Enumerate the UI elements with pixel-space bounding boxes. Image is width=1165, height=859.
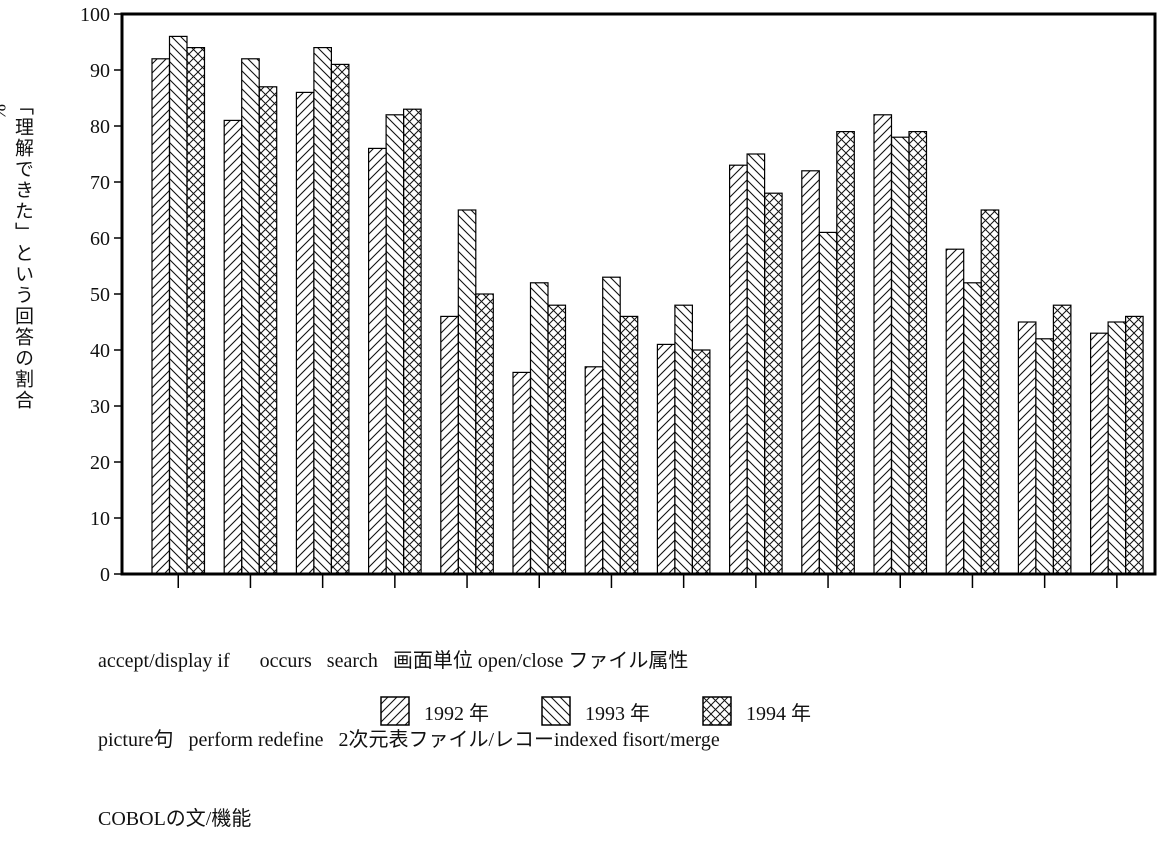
bar-1-4 (368, 147, 387, 575)
bar-1-1 (151, 58, 171, 575)
bar-chart: 0 10 20 30 40 50 60 70 80 90 100 (80, 4, 1157, 588)
bar-2-1 (168, 35, 188, 575)
y-axis-label: 「理解できた」という回答の割合 % (0, 96, 34, 411)
legend-label-1993: 1993 年 (585, 702, 650, 725)
bar-2-13 (1035, 338, 1055, 575)
bar-2-8 (674, 304, 694, 575)
bar-group (151, 35, 1144, 575)
x-category-line-2: picture句 perform redefine 2次元表ファイル/レコーin… (98, 729, 720, 751)
bar-2-10 (818, 231, 838, 575)
bar-1-13 (1017, 321, 1037, 575)
y-axis: 0 10 20 30 40 50 60 70 80 90 100 (80, 4, 122, 586)
bar-1-10 (801, 170, 820, 575)
bar-3-9 (763, 192, 783, 575)
plot-frame (120, 12, 1157, 576)
x-category-line-1: accept/display if occurs search 画面単位 ope… (98, 650, 689, 672)
y-tick-label: 100 (80, 4, 110, 26)
y-tick-label: 90 (90, 60, 110, 82)
y-tick-label: 0 (100, 564, 110, 586)
legend: 1992 年 1993 年 1994 年 (380, 696, 811, 726)
bar-2-6 (529, 282, 549, 575)
bar-3-1 (186, 46, 206, 575)
bar-1-9 (728, 164, 748, 575)
bar-2-7 (602, 276, 621, 575)
bar-2-9 (746, 153, 766, 575)
bar-3-3 (330, 63, 350, 575)
bar-3-6 (547, 304, 567, 575)
bar-1-12 (945, 248, 965, 575)
bar-1-2 (223, 119, 243, 575)
bar-1-8 (656, 343, 676, 575)
x-axis-category-labels: accept/display if occurs search 画面単位 ope… (98, 596, 1148, 859)
bar-2-11 (890, 136, 910, 575)
bar-3-13 (1052, 304, 1072, 575)
y-tick-label: 80 (90, 116, 110, 138)
y-tick-label: 20 (90, 452, 110, 474)
y-tick-label: 40 (90, 340, 110, 362)
bar-2-2 (241, 58, 260, 575)
x-axis-ticks (177, 574, 1118, 588)
bar-3-12 (980, 209, 1000, 575)
bar-1-14 (1089, 332, 1109, 575)
bar-3-11 (908, 131, 928, 575)
bar-1-6 (512, 371, 532, 575)
y-axis-unit: % (0, 104, 9, 122)
legend-item-1994: 1994 年 (702, 696, 811, 726)
legend-item-1992: 1992 年 (380, 696, 489, 726)
legend-swatch-back-hatch (541, 696, 571, 726)
bar-2-4 (385, 114, 405, 575)
legend-swatch-forward-hatch (380, 696, 410, 726)
y-tick-label: 70 (90, 172, 110, 194)
bar-3-10 (836, 131, 855, 575)
bar-3-4 (403, 108, 422, 575)
x-category-line-3: COBOLの文/機能 (98, 808, 252, 830)
bar-1-11 (873, 114, 893, 575)
legend-label-1994: 1994 年 (746, 702, 811, 725)
bar-2-5 (457, 209, 477, 575)
y-tick-label: 30 (90, 396, 110, 418)
bar-2-3 (313, 46, 332, 575)
y-tick-label: 10 (90, 508, 110, 530)
bar-3-5 (475, 293, 494, 575)
bar-3-2 (258, 86, 278, 575)
bar-1-3 (295, 91, 315, 575)
y-tick-label: 50 (90, 284, 110, 306)
legend-swatch-cross-hatch (702, 696, 732, 726)
bar-3-14 (1124, 315, 1144, 575)
bar-1-7 (584, 366, 604, 575)
legend-label-1992: 1992 年 (424, 702, 489, 725)
bar-2-14 (1107, 321, 1127, 575)
y-axis-title: 「理解できた」という回答の割合 (12, 96, 33, 411)
bar-2-12 (963, 282, 982, 575)
legend-item-1993: 1993 年 (541, 696, 650, 726)
bar-3-7 (619, 315, 639, 575)
y-tick-label: 60 (90, 228, 110, 250)
bar-3-8 (691, 349, 711, 575)
bar-1-5 (440, 315, 459, 575)
